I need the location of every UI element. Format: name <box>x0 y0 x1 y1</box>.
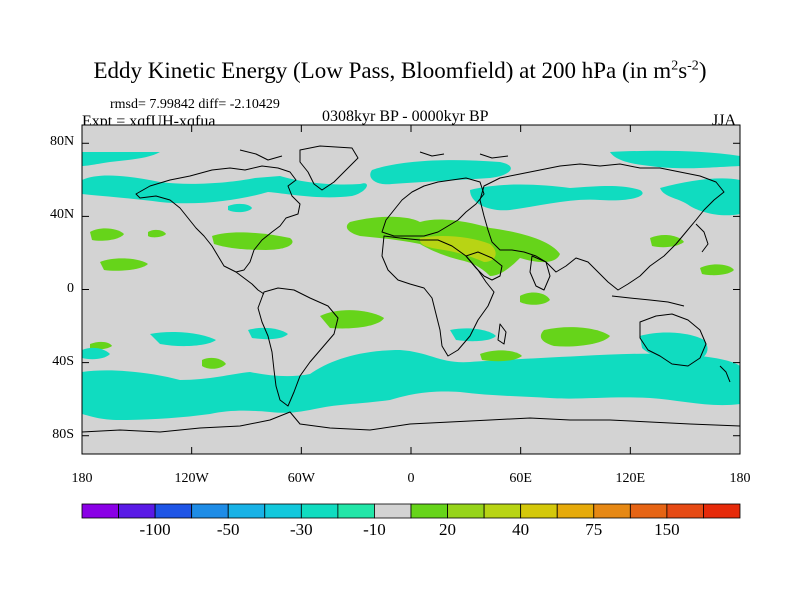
colorbar-swatch <box>666 503 704 519</box>
colorbar-swatch <box>520 503 558 519</box>
coast-asia <box>479 163 725 291</box>
anomaly-cyan-pacific-south-2 <box>82 347 110 360</box>
lon-tick-label: 0 <box>407 471 415 486</box>
colorbar-swatch <box>447 503 485 519</box>
anomaly-cyan-east-pacific-south <box>150 332 216 347</box>
anomaly-green-north-pacific-2 <box>148 229 166 238</box>
anomaly-cyan-indian-north <box>450 328 496 342</box>
colorbar-swatch <box>227 503 266 519</box>
colorbar-label: -50 <box>216 520 240 539</box>
colorbar-swatch <box>593 503 631 519</box>
anomaly-green-east-pacific <box>90 228 124 241</box>
coast-indonesia <box>611 295 685 307</box>
colorbar-swatch <box>556 503 595 519</box>
period-label: 0308kyr BP - 0000kyr BP <box>322 108 489 125</box>
colorbar <box>81 503 741 519</box>
colorbar-label: -10 <box>363 520 386 539</box>
map-panel <box>82 125 740 454</box>
anomaly-green-atlantic <box>212 232 293 250</box>
anomaly-green-east-pacific-2 <box>100 258 148 271</box>
coast-africa <box>381 235 495 357</box>
coast-greenland <box>299 145 359 191</box>
anomaly-green-indian-small <box>520 292 550 305</box>
lat-tick-label: 40S <box>52 353 74 369</box>
anomaly-cyan-south-america-west <box>248 327 288 340</box>
colorbar-swatch <box>300 503 339 519</box>
coast-arctic-islands <box>239 149 509 161</box>
colorbar-swatch <box>191 503 229 519</box>
lon-tick-label: 180 <box>71 471 93 486</box>
colorbar-label: 40 <box>512 520 530 539</box>
plot-title: Eddy Kinetic Energy (Low Pass, Bloomfiel… <box>93 58 707 83</box>
anomaly-cyan-southern-ocean <box>82 350 740 420</box>
colorbar-swatch <box>81 503 119 519</box>
anomaly-yellowgreen-middle-east <box>419 236 496 262</box>
lon-tick-label: 180 <box>729 471 751 486</box>
coast-europe <box>381 177 485 237</box>
colorbar-swatch <box>337 503 375 519</box>
anomaly-green-japan <box>700 264 734 276</box>
colorbar-label: -30 <box>289 520 313 539</box>
anomaly-green-south-pacific <box>202 357 226 369</box>
colorbar-swatch <box>154 503 193 519</box>
coast-india <box>529 255 551 291</box>
anomaly-cyan-north-atlantic-small <box>228 203 252 213</box>
colorbar-label: 20 <box>439 520 457 539</box>
coastlines <box>82 145 740 433</box>
lon-tick-label: 120W <box>174 471 209 486</box>
rmsd-diff-label: rmsd= 7.99842 diff= -2.10429 <box>110 97 280 112</box>
lat-tick-label: 80S <box>52 426 74 442</box>
lat-tick-label: 0 <box>67 280 74 296</box>
anomaly-cyan-siberia <box>610 150 740 169</box>
coast-central-america <box>235 271 265 295</box>
coast-south-america <box>257 287 339 407</box>
colorbar-swatch <box>118 503 156 519</box>
lon-tick-label: 60E <box>509 471 532 486</box>
colorbar-label: -100 <box>139 520 171 539</box>
anomaly-cyan-europe <box>370 160 511 185</box>
coast-north-america <box>135 165 301 273</box>
colorbar-swatch <box>629 503 668 519</box>
coast-antarctica <box>82 411 740 433</box>
colorbar-swatch <box>483 503 522 519</box>
anomaly-fields <box>82 150 740 420</box>
anomaly-cyan-north-pacific <box>82 152 160 166</box>
lat-tick-label: 40N <box>50 207 75 223</box>
anomaly-green-south-pacific-2 <box>90 341 112 350</box>
coast-japan <box>695 223 709 253</box>
colorbar-swatch <box>374 503 412 519</box>
coast-madagascar <box>497 323 507 345</box>
lon-tick-label: 120E <box>615 471 646 486</box>
colorbar-label: 150 <box>654 520 680 539</box>
colorbar-swatch <box>264 503 302 519</box>
colorbar-swatch <box>410 503 448 519</box>
coast-australia <box>639 313 707 367</box>
anomaly-green-indian <box>540 327 610 347</box>
coast-new-zealand <box>719 365 731 383</box>
anomaly-cyan-north-asia <box>470 184 643 211</box>
anomaly-green-south-atlantic <box>320 310 384 329</box>
colorbar-swatch <box>703 503 741 519</box>
coast-arabia <box>465 251 503 281</box>
colorbar-label: 75 <box>585 520 603 539</box>
anomaly-green-south-indian <box>480 350 522 362</box>
lat-tick-label: 80N <box>50 134 75 150</box>
axis-ticks <box>81 125 741 454</box>
lon-tick-label: 60W <box>287 471 315 486</box>
